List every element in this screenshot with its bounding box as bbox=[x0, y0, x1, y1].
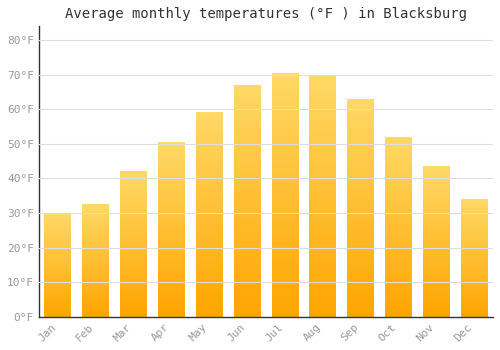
Title: Average monthly temperatures (°F ) in Blacksburg: Average monthly temperatures (°F ) in Bl… bbox=[65, 7, 467, 21]
